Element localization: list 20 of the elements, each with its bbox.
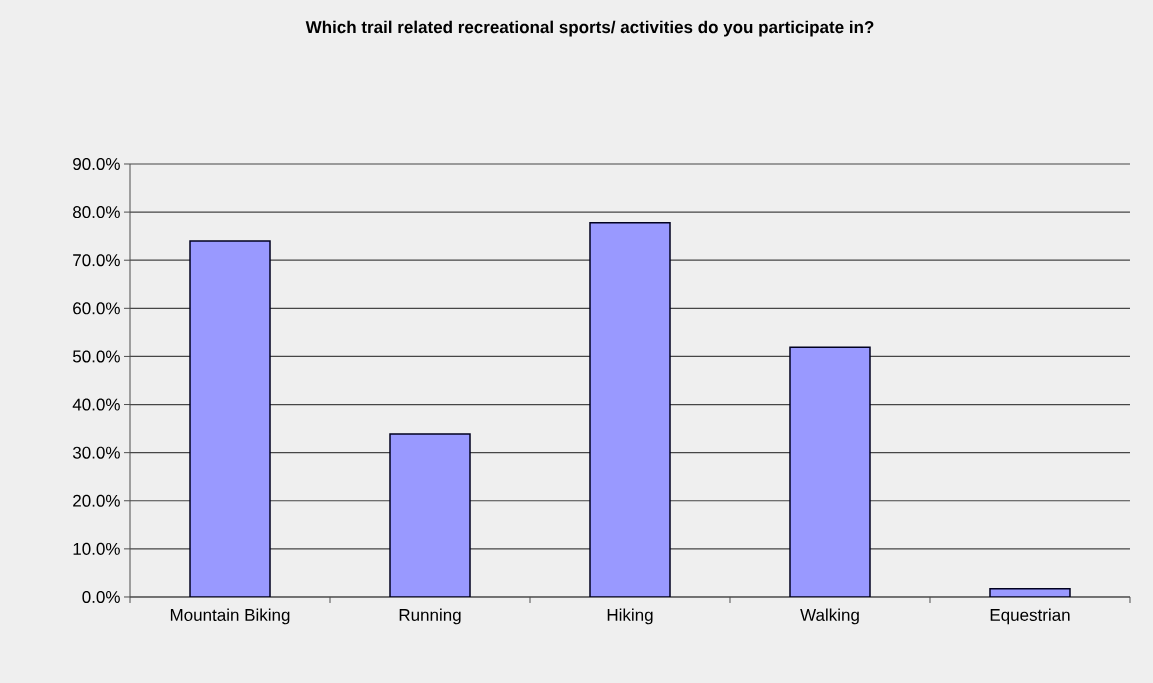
y-tick-label: 20.0% xyxy=(73,494,120,507)
bar xyxy=(589,221,671,597)
y-tick-label: 70.0% xyxy=(73,254,120,267)
x-tick-label: Mountain Biking xyxy=(170,608,290,625)
y-tick-label: 50.0% xyxy=(72,350,120,363)
x-tick-label: Running xyxy=(399,608,461,625)
bar xyxy=(789,346,871,597)
y-tick-label: 0.0% xyxy=(82,590,120,604)
bar xyxy=(189,240,271,597)
x-tick-label: Walking xyxy=(800,608,859,625)
x-tick-label: Equestrian xyxy=(990,608,1070,625)
bar xyxy=(389,433,471,597)
y-tick-label: 10.0% xyxy=(73,542,120,555)
y-tick-label: 90.0% xyxy=(73,157,120,171)
chart-title: Which trail related recreational sports/ activities do you participate in? xyxy=(305,20,874,37)
y-tick-label: 60.0% xyxy=(73,302,120,315)
y-tick-label: 80.0% xyxy=(73,206,120,219)
x-tick-label: Hiking xyxy=(607,608,653,625)
y-tick-label: 40.0% xyxy=(72,398,120,411)
y-tick-label: 30.0% xyxy=(72,446,120,459)
